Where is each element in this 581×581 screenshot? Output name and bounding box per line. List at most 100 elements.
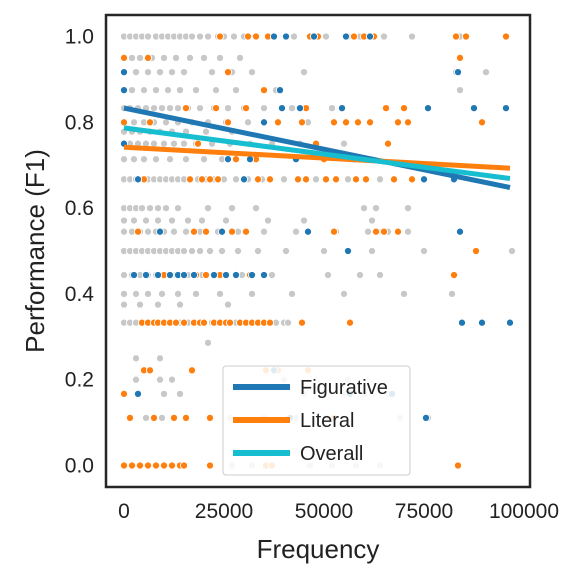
scatter-point [149,413,159,422]
scatter-point [131,289,141,298]
scatter-point [399,104,409,113]
scatter-point [269,32,279,41]
scatter-point [131,375,141,384]
scatter-point [159,53,169,62]
scatter-point [267,270,277,280]
scatter-point [403,118,413,127]
scatter-point [227,227,237,236]
scatter-point [205,461,215,470]
scatter-point [221,270,231,280]
scatter-point [407,32,417,41]
scatter-point [421,413,431,422]
scatter-point [189,227,199,236]
scatter-point [167,375,177,384]
scatter-point [241,104,251,113]
scatter-point [233,246,243,256]
scatter-point [259,118,269,127]
scatter-point [281,246,291,256]
scatter-point [119,289,129,298]
scatter-point [181,413,191,422]
scatter-point [423,104,433,113]
scatter-point [215,289,225,298]
scatter-point [279,175,289,184]
scatter-point [311,175,321,184]
scatter-point [379,227,389,236]
scatter-point [209,270,219,280]
scatter-point [223,155,233,164]
scatter-point [171,318,181,327]
scatter-point [119,227,129,236]
scatter-point [505,318,515,327]
scatter-point [173,289,183,298]
scatter-point [453,461,463,470]
scatter-point [453,68,463,77]
scatter-point [187,246,197,256]
scatter-point [337,104,347,113]
scatter-point [321,175,331,184]
x-tick-label: 75000 [395,500,453,523]
scatter-point [295,104,305,113]
scatter-point [259,270,269,280]
scatter-point [135,300,145,309]
scatter-point [217,246,227,256]
scatter-point [211,104,221,113]
scatter-point [225,318,235,327]
scatter-point [131,354,141,363]
scatter-point [297,118,307,127]
scatter-point [265,318,275,327]
scatter-point [223,118,233,127]
scatter-point [403,204,413,213]
y-tick-label: 0.0 [65,455,94,478]
scatter-point [329,118,339,127]
scatter-point [371,227,381,236]
scatter-point [159,461,169,470]
scatter-point [181,104,191,113]
scatter-point [151,86,161,95]
scatter-point [119,389,129,398]
regression-line-overall [123,125,511,181]
scatter-point [203,338,213,347]
scatter-point [153,300,163,309]
regression-line-literal [123,144,511,171]
y-axis-title: Performance (F1) [20,149,50,353]
scatter-point [289,32,299,41]
scatter-point [327,104,337,113]
scatter-point [199,318,209,327]
scatter-point [167,216,177,225]
scatter-point [163,86,173,95]
y-axis-ticks: 0.0 0.2 0.4 0.6 0.8 1.0 [65,26,95,478]
scatter-point [167,68,177,77]
y-tick-label: 0.2 [65,369,94,392]
scatter-point [135,53,145,62]
legend-label-literal: Literal [300,410,354,432]
scatter-point [455,53,465,62]
scatter-point [303,227,313,236]
scatter-point [133,175,143,184]
scatter-point [175,86,185,95]
scatter-point [231,155,241,164]
scatter-point [217,227,227,236]
scatter-point [247,289,257,298]
scatter-point [339,139,349,148]
scatter-point [139,155,149,164]
scatter-point [133,227,143,236]
scatter-point [297,318,307,327]
scatter-point [199,53,209,62]
scatter-point [153,270,163,280]
scatter-point [251,32,261,41]
scatter-point [299,216,309,225]
scatter-point [223,300,233,309]
scatter-point [367,246,377,256]
scatter-point [215,53,225,62]
scatter-point [339,289,349,298]
y-tick-label: 0.6 [65,197,94,220]
scatter-point [181,227,191,236]
scatter-point [461,32,471,41]
scatter-point [179,461,189,470]
scatter-point [247,270,257,280]
scatter-point [247,68,257,77]
scatter-point [253,246,263,256]
scatter-point [343,175,353,184]
scatter-point [179,318,189,327]
y-tick-label: 1.0 [65,26,94,49]
